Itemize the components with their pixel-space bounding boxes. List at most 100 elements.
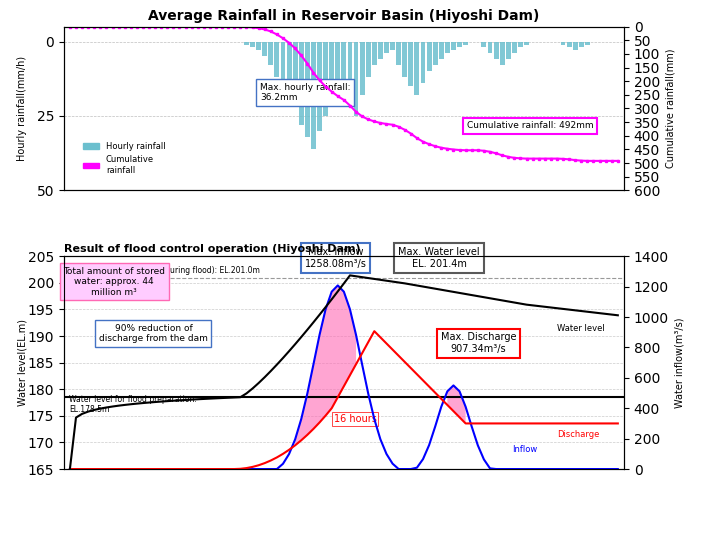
Discharge [194,466,202,472]
Y-axis label: Cumulative rainfall(mm): Cumulative rainfall(mm) [666,49,676,168]
Bar [415,42,419,95]
Bar [359,42,364,95]
Bar [335,42,340,95]
Text: Discharge: Discharge [557,430,599,439]
Bar [420,42,425,83]
Bar [286,42,291,95]
Bar [561,42,566,45]
Bar [274,42,279,77]
Bar [347,42,352,107]
Inflow [535,466,543,472]
Discharge [608,420,616,426]
Bar [244,42,249,45]
Water level [206,395,214,402]
Inflow [613,466,622,472]
Inflow [608,466,616,472]
Bar [488,42,493,53]
Bar [585,42,590,45]
Text: Result of flood control operation (Hiyoshi Dam): Result of flood control operation (Hiyos… [64,244,360,254]
Text: Water level: Water level [557,324,605,333]
Bar [256,42,261,51]
Water level [346,272,354,279]
Text: Max. hourly rainfall:
36.2mm: Max. hourly rainfall: 36.2mm [259,83,350,102]
Text: Total amount of stored
water: approx. 44
million m³: Total amount of stored water: approx. 44… [63,266,165,296]
Bar [512,42,517,53]
Bar [323,42,328,116]
Text: 16 hours: 16 hours [334,414,376,424]
Water level [133,400,141,407]
Bar [573,42,578,51]
Water level [601,311,610,317]
Line: Inflow: Inflow [70,285,618,469]
Bar [342,42,346,86]
Text: Max. Water level
EL. 201.4m: Max. Water level EL. 201.4m [398,247,480,269]
Bar [451,42,456,51]
Discharge [206,466,214,472]
Water level [194,396,202,402]
Inflow [194,466,202,472]
Bar [293,42,298,107]
Discharge [613,420,622,426]
Inflow [601,466,610,472]
Y-axis label: Water inflow(m³/s): Water inflow(m³/s) [674,317,684,408]
Bar [317,42,322,131]
Bar [439,42,444,59]
Bar [262,42,267,56]
Water level [535,303,543,309]
Bar [311,42,316,149]
Bar [481,42,486,47]
Bar [269,42,273,66]
Bar [445,42,450,53]
Bar [566,42,571,47]
Text: Max. Discharge
907.34m³/s: Max. Discharge 907.34m³/s [440,333,516,354]
Bar [493,42,498,59]
Bar [463,42,468,45]
Bar [329,42,334,101]
Bar [378,42,383,59]
Discharge [601,420,610,426]
Bar [390,42,395,51]
Bar [250,42,255,47]
Bar [281,42,286,86]
Water level [613,312,622,319]
Discharge [66,466,74,472]
Bar [298,42,303,125]
Bar [396,42,401,66]
Bar [384,42,389,53]
Bar [518,42,523,47]
Text: Inflow: Inflow [512,445,537,454]
Bar [506,42,510,59]
Title: Average Rainfall in Reservoir Basin (Hiyoshi Dam): Average Rainfall in Reservoir Basin (Hiy… [148,9,540,23]
Bar [432,42,437,66]
Bar [579,42,584,47]
Line: Discharge: Discharge [70,331,618,469]
Text: 90% reduction of
discharge from the dam: 90% reduction of discharge from the dam [99,324,208,343]
Bar [366,42,371,77]
Inflow [206,466,214,472]
Bar [524,42,529,45]
Water level [608,311,616,318]
Bar [457,42,462,47]
Discharge [535,420,543,426]
Discharge [133,466,141,472]
Bar [500,42,505,66]
Bar [354,42,359,116]
Text: Max. Inflow
1258.08m³/s: Max. Inflow 1258.08m³/s [305,247,367,269]
Text: Water level for flood preparation:
EL.178.5m: Water level for flood preparation: EL.17… [69,395,197,414]
Y-axis label: Water level(EL.m): Water level(EL.m) [18,319,28,406]
Water level [66,466,74,472]
Text: Cumulative rainfall: 492mm: Cumulative rainfall: 492mm [467,121,593,130]
Bar [305,42,310,137]
Bar [402,42,407,77]
Inflow [66,466,74,472]
Bar [427,42,432,71]
Bar [372,42,376,66]
Y-axis label: Hourly rainfall(mm/h): Hourly rainfall(mm/h) [18,56,28,161]
Discharge [370,328,379,334]
Inflow [133,466,141,472]
Line: Water level: Water level [70,276,618,469]
Legend: Hourly rainfall, Cumulative
rainfall: Hourly rainfall, Cumulative rainfall [79,139,169,178]
Inflow [333,282,342,288]
Bar [408,42,413,86]
Text: Design high water level (during flood): EL.201.0m: Design high water level (during flood): … [69,266,260,275]
